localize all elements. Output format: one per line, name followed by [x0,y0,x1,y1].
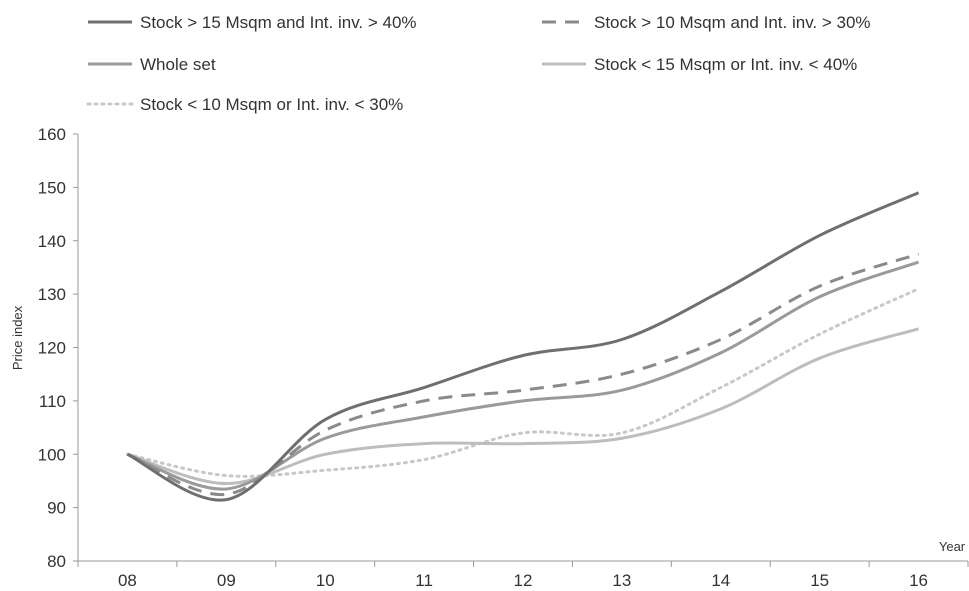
legend-label: Stock < 15 Msqm or Int. inv. < 40% [594,55,857,74]
y-tick-label: 110 [39,392,66,411]
x-tick-label: 15 [810,571,829,590]
series-line-5 [125,287,921,478]
x-tick-label: 10 [316,571,335,590]
y-tick-label: 160 [38,125,66,144]
legend-label: Stock > 10 Msqm and Int. inv. > 30% [594,13,871,32]
legend-item-4: Stock < 15 Msqm or Int. inv. < 40% [542,55,857,74]
y-tick-label: 90 [47,499,66,518]
series-line-1 [126,191,920,502]
legend-label: Stock > 15 Msqm and Int. inv. > 40% [140,13,417,32]
legend-label: Stock < 10 Msqm or Int. inv. < 30% [140,95,403,114]
legend: Stock > 15 Msqm and Int. inv. > 40% Stock… [86,13,871,114]
series-line-4 [127,327,919,486]
x-tick-label: 13 [612,571,631,590]
legend-item-3: Whole set [88,55,216,74]
x-axis-title: Year [939,539,966,554]
series-line-3 [126,260,920,491]
x-axis: 08 09 10 11 12 13 14 15 16 [77,560,969,590]
y-tick-label: 100 [38,445,66,464]
legend-item-5: Stock < 10 Msqm or Int. inv. < 30% [86,95,403,114]
y-tick-label: 120 [38,339,66,358]
y-axis-title: Price index [10,305,25,370]
x-tick-label: 11 [415,571,433,590]
x-tick-label: 12 [514,571,533,590]
x-tick-label: 09 [217,571,236,590]
legend-item-1: Stock > 15 Msqm and Int. inv. > 40% [88,13,417,32]
y-axis: 80 90 100 110 120 130 140 150 160 [38,125,79,571]
x-tick-label: 16 [909,571,928,590]
y-tick-label: 130 [38,285,66,304]
x-tick-label: 08 [118,571,137,590]
y-tick-label: 150 [38,178,66,197]
x-tick-label: 14 [711,571,730,590]
series-line-2 [126,252,920,496]
legend-label: Whole set [140,55,216,74]
series-layer [125,191,921,502]
y-tick-label: 80 [47,552,66,571]
y-tick-label: 140 [38,232,66,251]
legend-item-2: Stock > 10 Msqm and Int. inv. > 30% [542,13,871,32]
